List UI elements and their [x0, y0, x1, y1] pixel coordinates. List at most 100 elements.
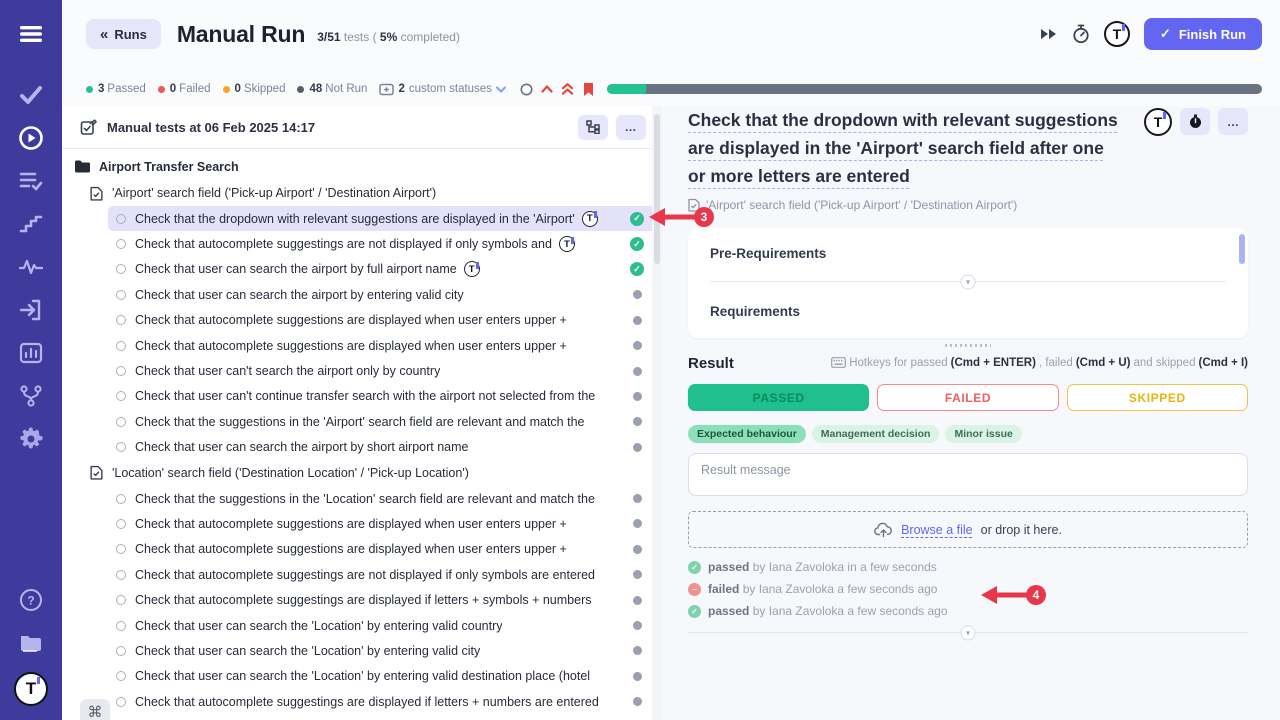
result-tag[interactable]: Minor issue: [945, 425, 1022, 443]
test-row[interactable]: Check that autocomplete suggestings are …: [108, 587, 662, 612]
test-bullet-icon: [116, 391, 126, 402]
test-label: Check that user can search the 'Location…: [135, 618, 503, 633]
collapse-toggle-icon[interactable]: ▾: [960, 274, 976, 289]
docs-icon[interactable]: [0, 621, 62, 664]
tree-scrollbar-thumb[interactable]: [654, 114, 660, 264]
import-icon[interactable]: [0, 288, 62, 331]
settings-icon[interactable]: [0, 417, 62, 460]
tree-more-button[interactable]: …: [616, 114, 646, 140]
chevrons-up-icon[interactable]: [561, 83, 574, 95]
expand-history-toggle-icon[interactable]: ▾: [960, 625, 976, 640]
svg-text:?: ?: [27, 593, 34, 607]
detail-more-button[interactable]: …: [1218, 108, 1248, 135]
status-icon: [633, 290, 642, 300]
status-icon: [633, 366, 642, 376]
steps-icon[interactable]: [0, 202, 62, 245]
test-row[interactable]: Check that user can search the 'Location…: [108, 638, 662, 663]
topbar: « Runs Manual Run 3/51 tests ( 5% comple…: [62, 0, 1280, 106]
test-label: Check that autocomplete suggestions are …: [135, 516, 567, 531]
fast-forward-icon[interactable]: [1040, 28, 1058, 40]
result-message-input[interactable]: [688, 453, 1248, 496]
status-icon: [633, 341, 642, 351]
test-row[interactable]: Check that autocomplete suggestions are …: [108, 308, 662, 333]
test-row[interactable]: Check that autocomplete suggestions are …: [108, 333, 662, 358]
card-scrollbar-thumb[interactable]: [1239, 234, 1245, 264]
pulse-icon[interactable]: [0, 245, 62, 288]
test-bullet-icon: [116, 340, 126, 351]
runs-icon[interactable]: [0, 116, 62, 159]
test-row[interactable]: Check that the suggestions in the 'Airpo…: [108, 409, 662, 434]
status-icon: [633, 697, 642, 707]
test-bullet-icon: [116, 518, 126, 529]
finish-run-button[interactable]: ✓ Finish Run: [1143, 18, 1262, 50]
test-row[interactable]: Check that autocomplete suggestings are …: [108, 562, 662, 587]
branch-icon[interactable]: [0, 374, 62, 417]
tree-view-button[interactable]: [578, 114, 608, 140]
chevron-up-icon[interactable]: [541, 85, 553, 93]
test-bullet-icon: [116, 595, 126, 606]
test-row[interactable]: Check that user can't search the airport…: [108, 358, 662, 383]
test-row[interactable]: Check that user can search the airport b…: [108, 257, 662, 282]
result-tag[interactable]: Expected behaviour: [688, 425, 806, 443]
folder-icon: [75, 160, 90, 173]
keyboard-icon: [831, 357, 847, 368]
test-row[interactable]: Check that autocomplete suggestions are …: [108, 511, 662, 536]
test-row[interactable]: Check that user can't continue transfer …: [108, 384, 662, 409]
notrun-dot: [297, 85, 305, 93]
test-bullet-icon: [116, 620, 126, 631]
result-tag[interactable]: Management decision: [811, 425, 940, 443]
test-row[interactable]: Check that autocomplete suggestings are …: [108, 689, 662, 714]
timer-icon[interactable]: [1072, 24, 1090, 44]
test-row[interactable]: Check that user can search the 'Location…: [108, 613, 662, 638]
circle-filter-icon[interactable]: [520, 83, 533, 96]
bookmark-icon[interactable]: [582, 82, 595, 97]
status-icon: [633, 595, 642, 605]
tree-scrollbar[interactable]: [652, 106, 662, 720]
failed-dot: [157, 85, 165, 93]
suite-row[interactable]: 'Airport' search field ('Pick-up Airport…: [62, 180, 662, 206]
status-icon: ✓: [630, 262, 644, 277]
tree-content: Airport Transfer Search 'Airport' search…: [62, 153, 662, 714]
custom-statuses-toggle[interactable]: 2 custom statuses: [379, 83, 506, 96]
run-count: 3/51: [317, 30, 341, 44]
testomat-logo-icon[interactable]: T: [1103, 21, 1130, 47]
file-drop-zone[interactable]: Browse a file or drop it here.: [688, 511, 1248, 548]
skipped-summary: 0 Skipped: [222, 83, 285, 95]
help-icon[interactable]: ?: [0, 578, 62, 621]
test-row[interactable]: Check that autocomplete suggestings are …: [108, 231, 662, 256]
test-plans-icon[interactable]: [0, 159, 62, 202]
avatar-letter: T: [25, 677, 41, 698]
test-row[interactable]: Check that the suggestions in the 'Locat…: [108, 486, 662, 511]
run-progress-bar: [606, 84, 1262, 94]
passed-button[interactable]: PASSED: [688, 384, 870, 411]
test-title[interactable]: Check that the dropdown with relevant su…: [688, 110, 1118, 186]
status-icon: [633, 315, 642, 325]
test-bullet-icon: [116, 264, 126, 275]
resize-handle[interactable]: [945, 344, 991, 347]
drop-hint-label: or drop it here.: [980, 522, 1062, 537]
tests-icon[interactable]: [0, 73, 62, 116]
test-row[interactable]: Check that the dropdown with relevant su…: [108, 206, 662, 232]
failed-button[interactable]: FAILED: [877, 384, 1059, 411]
timer-button[interactable]: [1180, 108, 1210, 135]
analytics-icon[interactable]: [0, 331, 62, 374]
test-row[interactable]: Check that autocomplete suggestions are …: [108, 537, 662, 562]
suite-row[interactable]: 'Location' search field ('Destination Lo…: [62, 460, 662, 486]
tree-folder-row[interactable]: Airport Transfer Search: [62, 153, 662, 180]
back-to-runs-button[interactable]: « Runs: [86, 19, 161, 49]
menu-icon[interactable]: [0, 12, 62, 55]
testomat-logo-icon[interactable]: T: [1144, 108, 1172, 136]
test-label: Check that autocomplete suggestions are …: [135, 542, 567, 557]
test-row[interactable]: Check that user can search the airport b…: [108, 282, 662, 307]
result-history: ✓ passed by Iana Zavoloka in a few secon…: [688, 556, 1248, 622]
test-row[interactable]: Check that user can search the 'Location…: [108, 664, 662, 689]
breadcrumb[interactable]: 'Airport' search field ('Pick-up Airport…: [688, 198, 1248, 212]
passed-summary: 3 Passed: [86, 83, 146, 95]
status-icon: [633, 442, 642, 452]
user-avatar[interactable]: T: [14, 672, 48, 706]
command-key-badge[interactable]: ⌘: [80, 699, 110, 720]
skipped-button[interactable]: SKIPPED: [1066, 384, 1248, 411]
passed-dot: [86, 85, 93, 93]
browse-file-link[interactable]: Browse a file: [901, 522, 973, 537]
test-row[interactable]: Check that user can search the airport b…: [108, 435, 662, 460]
